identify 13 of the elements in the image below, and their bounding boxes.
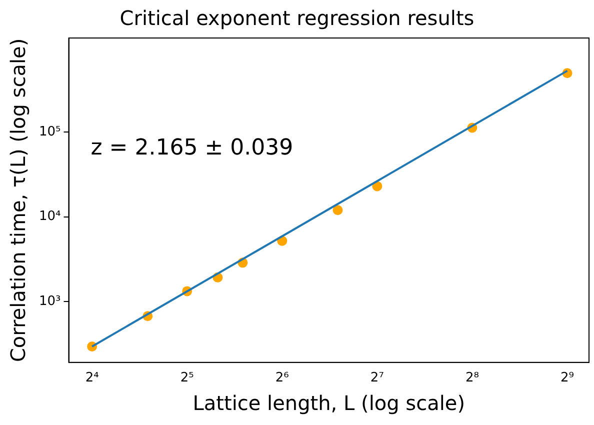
x-tick-label: 2⁷ (370, 370, 384, 386)
annotation: z = 2.165 ± 0.039 (90, 136, 294, 161)
y-tick-label: 10⁴ (38, 209, 61, 224)
x-axis-title: Lattice length, L (log scale) (192, 391, 465, 416)
y-axis-title: Correlation time, τ(L) (log scale) (6, 38, 30, 362)
y-tick-label: 10³ (38, 294, 61, 309)
x-tick-label: 2⁶ (275, 370, 289, 386)
x-tick-label: 2⁸ (465, 370, 479, 386)
x-tick-label: 2⁴ (85, 370, 99, 386)
y-tick-label: 10⁵ (38, 124, 61, 140)
x-tick-label: 2⁵ (180, 370, 194, 386)
x-tick-label: 2⁹ (560, 370, 574, 386)
chart-title: Critical exponent regression results (120, 6, 474, 30)
